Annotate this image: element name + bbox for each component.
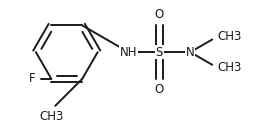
Text: CH3: CH3 (217, 61, 241, 74)
Text: N: N (186, 46, 195, 59)
Text: S: S (156, 46, 163, 59)
Text: F: F (29, 72, 36, 85)
Text: CH3: CH3 (39, 110, 64, 123)
Text: O: O (155, 83, 164, 96)
Text: NH: NH (120, 46, 137, 59)
Text: O: O (155, 8, 164, 21)
Text: CH3: CH3 (217, 30, 241, 43)
